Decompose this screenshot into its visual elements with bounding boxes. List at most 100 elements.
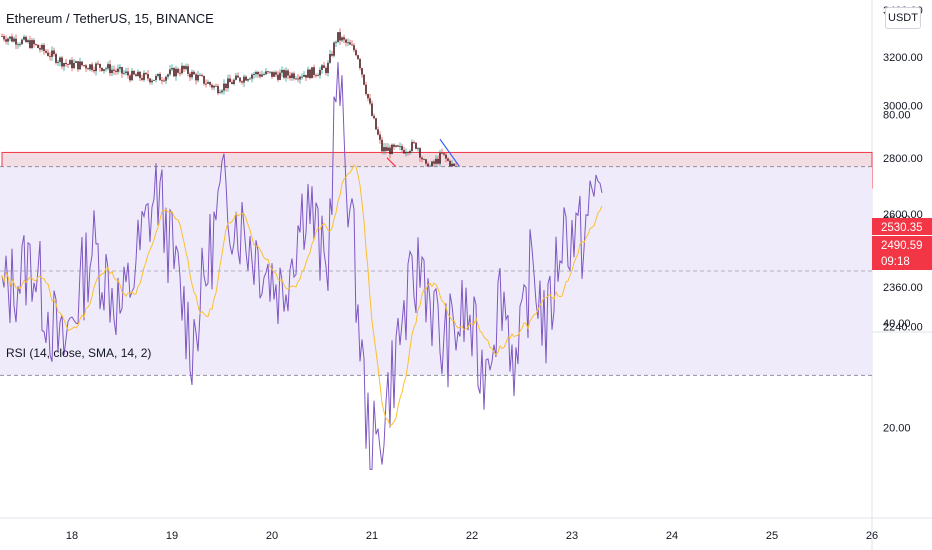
candle-body	[83, 65, 85, 66]
candle-body	[171, 68, 173, 70]
candle-body	[237, 75, 239, 78]
candle-body	[67, 63, 69, 65]
level-badge: 2530.35	[881, 222, 923, 234]
candle-body	[183, 65, 185, 70]
price-tick-label: 2600.00	[883, 209, 923, 221]
level-badge-bg	[872, 218, 932, 235]
candle-body	[211, 84, 213, 88]
time-tick-label: 25	[766, 530, 778, 542]
candle-body	[315, 74, 317, 76]
candle-body	[155, 75, 157, 81]
candle-body	[451, 163, 453, 168]
candle-body	[241, 81, 243, 83]
candle-body	[311, 67, 313, 79]
candle-body	[411, 141, 413, 151]
price-badges: 2530.35 2490.59 09:18	[872, 218, 932, 270]
candle-body	[257, 72, 259, 75]
candle-body	[231, 82, 233, 85]
price-tick-label: 2800.00	[883, 153, 923, 165]
candle-body	[197, 75, 199, 81]
candle-body	[351, 44, 353, 46]
candle-body	[301, 76, 303, 78]
candle-body	[49, 55, 51, 57]
rsi-indicator-title[interactable]: RSI (14, close, SMA, 14, 2)	[6, 346, 152, 360]
candle-body	[29, 40, 31, 49]
candle-body	[79, 61, 81, 70]
candle-body	[243, 76, 245, 83]
candle-body	[205, 83, 207, 85]
candle-body	[277, 74, 279, 80]
candle-body	[227, 78, 229, 89]
candle-body	[361, 68, 363, 75]
candle-body	[143, 72, 145, 80]
candle-body	[303, 74, 305, 77]
candle-body	[347, 42, 349, 44]
candle-body	[353, 45, 355, 51]
rsi-tick-label: 20.00	[883, 423, 911, 435]
price-axis-ticks: 3200.00 3000.00 2800.00 2600.00 2360.00 2240.…	[883, 5, 923, 333]
candle-body	[175, 68, 177, 77]
candle-body	[129, 75, 131, 81]
candle-body	[307, 69, 309, 78]
candle-body	[17, 44, 19, 46]
time-tick-label: 21	[366, 530, 378, 542]
candle-body	[47, 52, 49, 56]
currency-button[interactable]: USDT	[885, 7, 921, 29]
candle-body	[431, 161, 433, 168]
candle-body	[113, 69, 115, 71]
candle-body	[3, 36, 5, 40]
candle-body	[99, 63, 101, 68]
candle-body	[15, 38, 17, 45]
candle-body	[403, 150, 405, 154]
candle-body	[419, 148, 421, 158]
candle-body	[319, 69, 321, 76]
candle-body	[149, 78, 151, 83]
candle-body	[367, 94, 369, 99]
candle-body	[339, 32, 341, 41]
candle-body	[369, 98, 371, 104]
candle-body	[247, 79, 249, 81]
candle-body	[263, 74, 265, 76]
candle-body	[179, 72, 181, 74]
candle-body	[57, 61, 59, 63]
candle-body	[43, 44, 45, 51]
candle-body	[61, 57, 63, 67]
candle-body	[45, 50, 47, 53]
symbol-title[interactable]: Ethereum / TetherUS, 15, BINANCE	[6, 11, 214, 26]
candle-body	[435, 158, 437, 164]
candle-body	[125, 71, 127, 73]
candle-body	[365, 84, 367, 95]
candle-body	[147, 73, 149, 79]
candle-body	[75, 61, 77, 63]
candle-body	[51, 50, 53, 57]
candle-body	[145, 72, 147, 74]
rsi-plot	[0, 62, 872, 470]
candle-body	[195, 74, 197, 81]
candle-body	[345, 39, 347, 43]
candle-body	[289, 75, 291, 79]
candle-body	[287, 70, 289, 76]
candle-body	[449, 160, 451, 168]
rsi-line	[1, 62, 603, 470]
countdown-badge: 09:18	[881, 256, 910, 268]
candle-body	[41, 44, 43, 50]
candle-body	[291, 73, 293, 79]
candle-body	[245, 76, 247, 81]
candle-body	[85, 65, 87, 69]
candle-body	[395, 145, 397, 147]
time-axis-ticks: 18 19 20 21 22 23 24 25 26	[66, 530, 878, 542]
candle-body	[39, 48, 41, 50]
candle-body	[189, 73, 191, 78]
candle-body	[33, 40, 35, 45]
candle-body	[151, 80, 153, 83]
candle-body	[31, 40, 33, 49]
candles	[1, 28, 603, 284]
candle-body	[325, 67, 327, 74]
current-price-badge-bg	[872, 236, 932, 270]
candle-body	[25, 36, 27, 43]
candle-body	[117, 68, 119, 72]
candle-body	[11, 36, 13, 42]
candle-body	[167, 74, 169, 77]
candle-body	[219, 92, 221, 94]
